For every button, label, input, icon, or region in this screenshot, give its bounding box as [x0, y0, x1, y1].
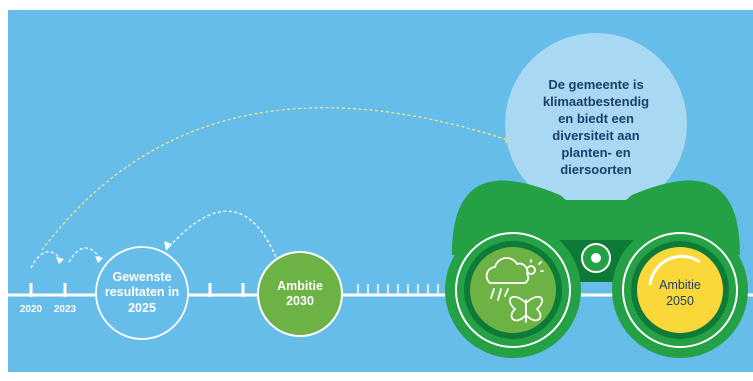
arrow-head [95, 256, 103, 263]
vision-text: De gemeente is klimaatbestendig en biedt… [543, 77, 649, 177]
sun-ray [538, 261, 542, 265]
sun-icon [526, 265, 536, 275]
arc-2020-to-2023 [30, 251, 62, 269]
year-label-2023: 2023 [54, 304, 77, 315]
vision-line-3: en biedt een [558, 111, 634, 126]
ambition-2050-line2: 2050 [666, 294, 694, 308]
rain-icon [490, 288, 495, 299]
vision-line-4: diversiteit aan [552, 128, 639, 143]
right-lens-highlight [648, 254, 701, 286]
left-lens-ring [455, 232, 571, 348]
rain-icon [497, 288, 502, 301]
rain-icon [504, 288, 509, 297]
results-2025-line3: 2025 [128, 301, 156, 315]
ambition-2030-line2: 2030 [286, 294, 314, 308]
results-2025-circle [95, 246, 189, 340]
timeline-minor-ticks [357, 284, 439, 296]
vision-line-5: planten- en [561, 145, 630, 160]
arrow-head [164, 241, 172, 251]
ambition-2030-circle [257, 251, 343, 337]
results-2025-line2: resultaten in [105, 285, 179, 299]
arc-timeline-to-vision [41, 107, 509, 251]
vision-line-2: klimaatbestendig [543, 94, 649, 109]
weather-and-butterfly-icon [485, 257, 544, 323]
cloud-icon [485, 257, 530, 284]
timeline-ticks [29, 283, 245, 297]
arrow-head [56, 257, 64, 264]
vision-line-6: diersoorten [560, 162, 632, 177]
ambition-2030-line1: Ambitie [277, 279, 323, 293]
vision-bubble [505, 33, 687, 215]
ambition-2050-line1: Ambitie [659, 278, 701, 292]
arc-2030-to-2025 [167, 210, 279, 263]
vision-line-1: De gemeente is [548, 77, 643, 92]
focus-wheel-center [591, 253, 601, 263]
dashed-arrows [30, 107, 509, 269]
results-2025-line1: Gewenste [112, 270, 171, 284]
year-label-2020: 2020 [20, 304, 43, 315]
right-lens-ring [622, 232, 738, 348]
